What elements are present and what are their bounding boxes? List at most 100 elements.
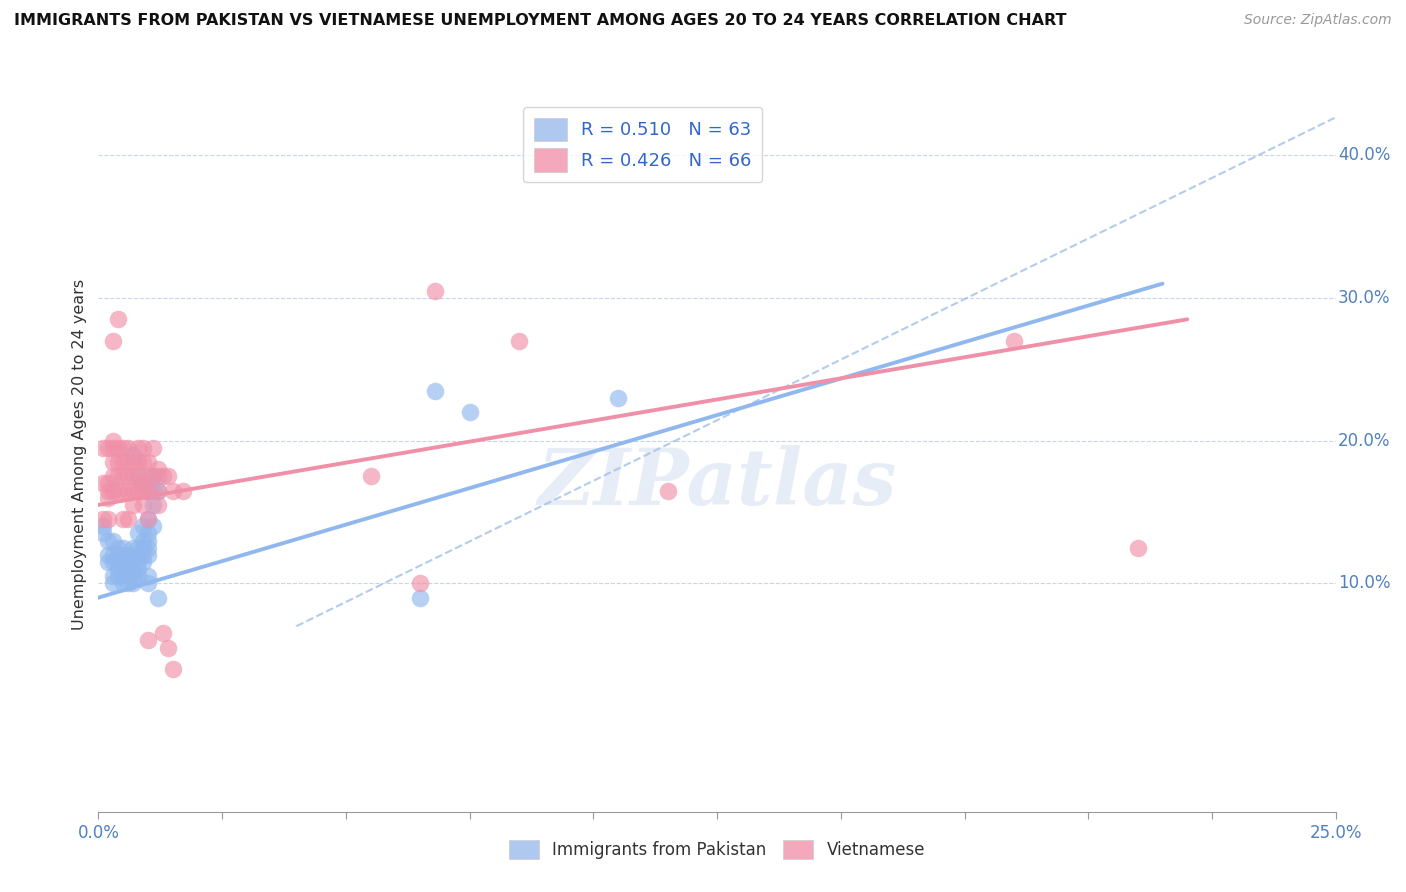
Point	[107, 569, 129, 583]
Legend: Immigrants from Pakistan, Vietnamese: Immigrants from Pakistan, Vietnamese	[501, 831, 934, 868]
Point	[107, 441, 129, 455]
Point	[103, 441, 125, 455]
Point	[103, 555, 125, 569]
Point	[103, 548, 125, 562]
Point	[122, 483, 145, 498]
Point	[117, 455, 139, 469]
Point	[107, 469, 129, 483]
Point	[136, 576, 159, 591]
Point	[142, 469, 165, 483]
Point	[607, 391, 630, 405]
Point	[132, 455, 155, 469]
Point	[122, 498, 145, 512]
Point	[97, 512, 120, 526]
Point	[107, 483, 129, 498]
Point	[117, 576, 139, 591]
Text: IMMIGRANTS FROM PAKISTAN VS VIETNAMESE UNEMPLOYMENT AMONG AGES 20 TO 24 YEARS CO: IMMIGRANTS FROM PAKISTAN VS VIETNAMESE U…	[14, 13, 1067, 29]
Point	[132, 476, 155, 491]
Point	[112, 483, 135, 498]
Point	[117, 562, 139, 576]
Point	[409, 591, 432, 605]
Point	[136, 569, 159, 583]
Point	[112, 548, 135, 562]
Point	[93, 519, 115, 533]
Point	[423, 384, 446, 398]
Point	[146, 498, 169, 512]
Text: 40.0%: 40.0%	[1339, 146, 1391, 164]
Point	[409, 576, 432, 591]
Point	[117, 569, 139, 583]
Point	[136, 469, 159, 483]
Point	[127, 562, 149, 576]
Point	[127, 483, 149, 498]
Point	[162, 483, 184, 498]
Text: 20.0%: 20.0%	[1339, 432, 1391, 450]
Point	[146, 483, 169, 498]
Point	[1002, 334, 1025, 348]
Point	[122, 541, 145, 555]
Point	[93, 526, 115, 541]
Point	[97, 483, 120, 498]
Point	[117, 441, 139, 455]
Point	[107, 455, 129, 469]
Point	[136, 526, 159, 541]
Point	[127, 469, 149, 483]
Point	[136, 633, 159, 648]
Point	[156, 640, 179, 655]
Point	[162, 662, 184, 676]
Point	[112, 441, 135, 455]
Point	[112, 576, 135, 591]
Point	[117, 512, 139, 526]
Point	[423, 284, 446, 298]
Point	[127, 548, 149, 562]
Point	[508, 334, 530, 348]
Point	[146, 469, 169, 483]
Point	[122, 469, 145, 483]
Point	[122, 455, 145, 469]
Point	[103, 455, 125, 469]
Point	[132, 441, 155, 455]
Point	[152, 626, 174, 640]
Point	[117, 483, 139, 498]
Point	[172, 483, 194, 498]
Point	[132, 555, 155, 569]
Point	[127, 555, 149, 569]
Point	[132, 498, 155, 512]
Point	[132, 541, 155, 555]
Point	[93, 512, 115, 526]
Point	[112, 455, 135, 469]
Point	[136, 512, 159, 526]
Point	[146, 462, 169, 476]
Point	[146, 591, 169, 605]
Point	[97, 555, 120, 569]
Point	[122, 569, 145, 583]
Point	[97, 476, 120, 491]
Point	[112, 541, 135, 555]
Text: Source: ZipAtlas.com: Source: ZipAtlas.com	[1244, 13, 1392, 28]
Point	[127, 455, 149, 469]
Point	[156, 469, 179, 483]
Point	[136, 533, 159, 548]
Point	[112, 565, 135, 579]
Point	[97, 548, 120, 562]
Point	[107, 555, 129, 569]
Point	[107, 541, 129, 555]
Y-axis label: Unemployment Among Ages 20 to 24 years: Unemployment Among Ages 20 to 24 years	[72, 279, 87, 631]
Point	[103, 469, 125, 483]
Point	[103, 533, 125, 548]
Point	[93, 441, 115, 455]
Point	[117, 555, 139, 569]
Point	[146, 483, 169, 498]
Point	[127, 469, 149, 483]
Point	[103, 576, 125, 591]
Point	[142, 498, 165, 512]
Point	[142, 469, 165, 483]
Point	[136, 483, 159, 498]
Point	[458, 405, 481, 419]
Point	[142, 519, 165, 533]
Point	[122, 448, 145, 462]
Point	[122, 565, 145, 579]
Point	[142, 441, 165, 455]
Point	[132, 483, 155, 498]
Point	[127, 526, 149, 541]
